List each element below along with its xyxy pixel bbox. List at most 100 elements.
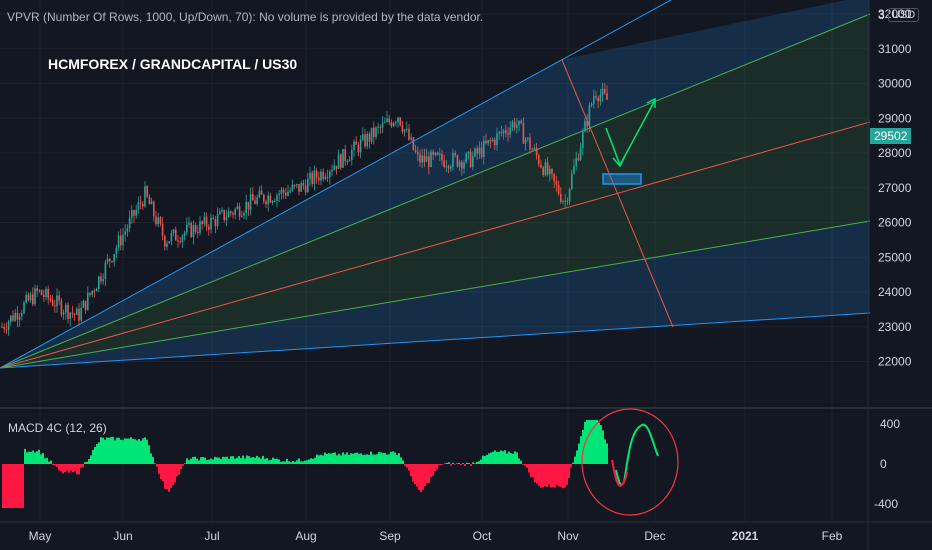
- macd-highlight-circle[interactable]: [581, 408, 679, 516]
- macd-bar: [482, 455, 484, 464]
- candle-body: [399, 117, 401, 126]
- candle-body: [51, 300, 54, 306]
- time-axis[interactable]: May Jun Jul Aug Sep Oct Nov Dec 2021 Feb: [29, 529, 843, 543]
- candle-body: [249, 194, 252, 210]
- candle-body: [425, 156, 428, 162]
- candle-body: [34, 288, 36, 305]
- macd-bar: [280, 461, 282, 464]
- grid-lines: [0, 0, 868, 522]
- macd-bar: [510, 453, 512, 464]
- candle-body: [157, 217, 159, 225]
- candle-body: [601, 88, 604, 96]
- candle-body: [384, 121, 386, 123]
- candle-body: [243, 213, 245, 216]
- candle-body: [582, 131, 584, 149]
- macd-bar: [364, 454, 366, 464]
- candle-body: [210, 217, 212, 230]
- candle-body: [109, 258, 111, 262]
- macd-bar: [320, 454, 322, 464]
- macd-bar: [96, 444, 98, 464]
- fan-line-red-median[interactable]: [0, 121, 871, 369]
- macd-bar: [428, 464, 430, 484]
- macd-bar: [138, 439, 140, 464]
- candle-body: [410, 137, 412, 140]
- fan-line-blue-bottom[interactable]: [0, 312, 871, 369]
- fan-line-green-upper[interactable]: [0, 13, 871, 369]
- macd-bar: [420, 464, 422, 493]
- candle-body: [480, 147, 483, 158]
- macd-bar: [560, 464, 562, 487]
- currency-label[interactable]: USD: [888, 8, 920, 22]
- candle-body: [49, 298, 52, 301]
- price-axis[interactable]: 32000 31000 30000 29000 28000 27000 26000 25000…: [878, 7, 912, 369]
- fan-line-green-lower[interactable]: [0, 220, 871, 369]
- macd-bar: [284, 461, 286, 464]
- candle-body: [282, 189, 285, 193]
- macd-bar: [44, 458, 46, 464]
- candle-body: [604, 88, 606, 93]
- candle-body: [238, 206, 241, 217]
- macd-bar: [210, 458, 212, 464]
- candle-body: [21, 313, 23, 317]
- candle-body: [29, 294, 32, 301]
- target-box[interactable]: [602, 173, 642, 185]
- candle-body: [7, 321, 10, 330]
- price-tick-label: 23000: [878, 320, 912, 334]
- candle-body: [511, 121, 514, 128]
- macd-bar: [10, 464, 12, 508]
- candle-body: [252, 194, 254, 201]
- candle-body: [69, 312, 71, 319]
- macd-bar: [52, 464, 54, 466]
- macd-bar: [412, 464, 414, 482]
- macd-bar: [252, 457, 254, 464]
- macd-bar: [38, 449, 40, 464]
- candle-body: [10, 315, 12, 322]
- macd-bar: [88, 459, 90, 464]
- candle-body: [126, 228, 129, 232]
- candle-body: [447, 166, 450, 169]
- macd-bar: [148, 445, 150, 464]
- macd-bar: [174, 464, 176, 483]
- candle-body: [538, 155, 540, 165]
- candle-body: [535, 148, 538, 156]
- macd-bar: [92, 449, 94, 464]
- macd-bar: [542, 464, 544, 488]
- macd-bar: [466, 462, 468, 464]
- candle-body: [278, 193, 280, 196]
- candle-body: [408, 128, 410, 140]
- macd-bar: [384, 452, 386, 464]
- candle-body: [494, 139, 496, 146]
- macd-bar: [324, 452, 326, 464]
- macd-bar: [158, 464, 160, 474]
- macd-bar: [328, 453, 330, 464]
- macd-bar: [34, 452, 36, 464]
- candle-body: [120, 235, 122, 246]
- candle-body: [54, 305, 56, 307]
- macd-bar: [450, 464, 452, 466]
- candle-body: [43, 295, 45, 298]
- candle-body: [3, 326, 5, 330]
- macd-bar: [168, 464, 170, 492]
- candle-body: [153, 201, 155, 217]
- macd-bar: [448, 462, 450, 464]
- macd-bar: [512, 453, 514, 464]
- macd-bar: [538, 464, 540, 486]
- macd-bar: [350, 453, 352, 464]
- fan-line-blue-top[interactable]: [0, 0, 680, 369]
- macd-bar: [318, 455, 320, 464]
- macd-bar: [454, 464, 456, 465]
- macd-bar: [568, 464, 570, 479]
- macd-projection-curve[interactable]: [615, 423, 659, 486]
- macd-bar: [520, 460, 522, 464]
- candle-body: [186, 224, 188, 233]
- macd-bar: [162, 464, 164, 482]
- candle-body: [298, 184, 300, 192]
- macd-axis[interactable]: 400 0 -400: [874, 417, 900, 511]
- macd-bar: [218, 457, 220, 464]
- candle-body: [95, 288, 98, 292]
- macd-bar: [378, 451, 380, 464]
- macd-bar: [446, 462, 448, 464]
- candle-body: [529, 137, 531, 150]
- red-diagonal-line[interactable]: [561, 59, 674, 328]
